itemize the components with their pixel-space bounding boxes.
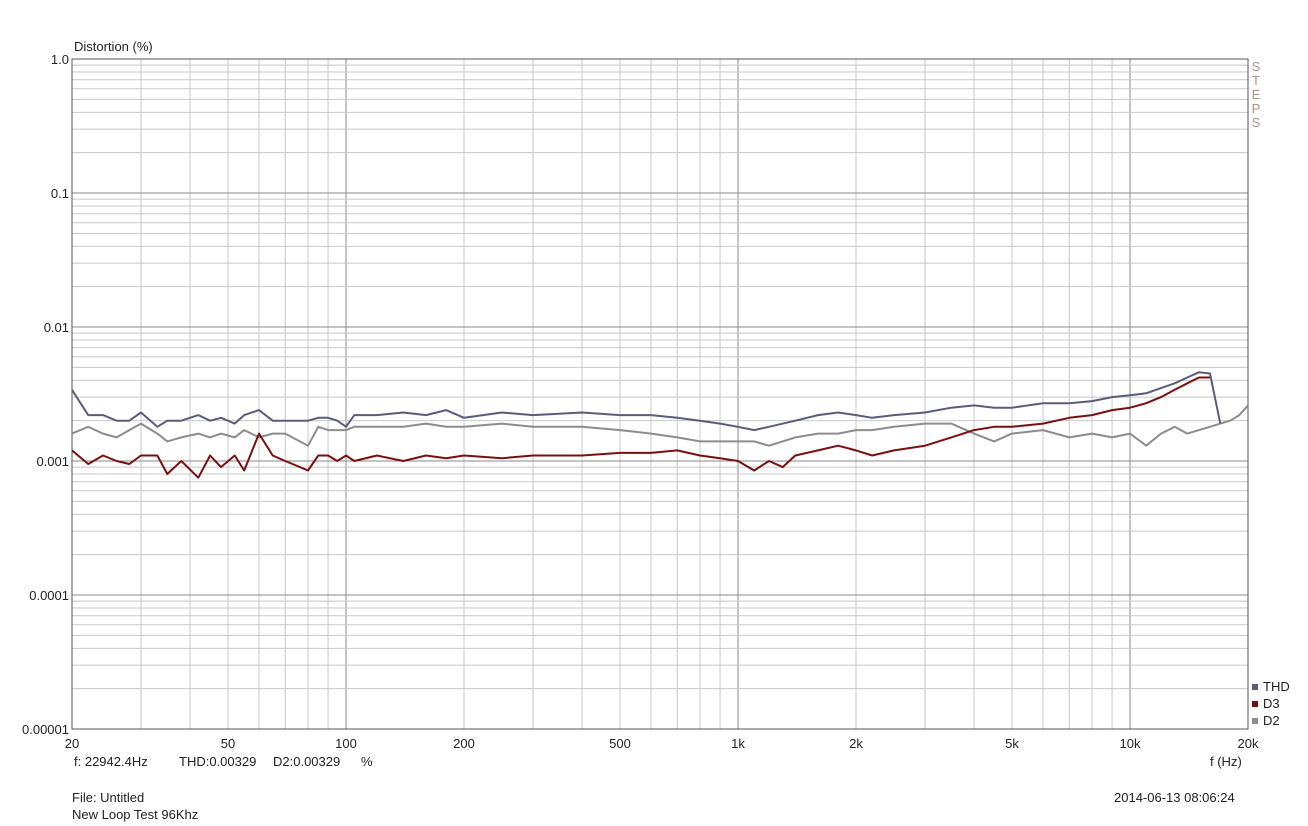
readout-unit: % [361, 754, 373, 769]
series-line-thd [71, 371, 1222, 432]
y-tick-label: 0.0001 [29, 588, 69, 603]
steps-letter: P [1251, 101, 1261, 116]
legend-thd: THD [1252, 679, 1290, 694]
d2-readout: D2:0.00329 [273, 754, 341, 769]
y-tick-label: 0.00001 [22, 722, 69, 737]
x-tick-label: 200 [453, 736, 475, 751]
legend-d3: D3 [1252, 696, 1280, 711]
x-tick-label: 1k [731, 736, 745, 751]
x-tick-label: 20 [65, 736, 79, 751]
steps-letter: E [1251, 87, 1261, 102]
steps-letter: S [1251, 115, 1261, 130]
timestamp-label: 2014-06-13 08:06:24 [1114, 790, 1235, 805]
x-tick-label: 50 [221, 736, 235, 751]
x-axis-title: f (Hz) [1210, 754, 1242, 769]
legend-d3-swatch [1252, 700, 1258, 707]
x-tick-label: 10k [1120, 736, 1141, 751]
legend-thd-swatch [1252, 683, 1258, 690]
x-tick-label: 20k [1238, 736, 1259, 751]
legend-thd-label: THD [1263, 679, 1290, 694]
steps-letter: T [1252, 73, 1260, 88]
y-axis-title: Distortion (%) [74, 39, 153, 54]
steps-letter: S [1251, 59, 1261, 74]
x-tick-label: 2k [849, 736, 863, 751]
series-line-d3 [71, 376, 1210, 479]
legend-d2: D2 [1252, 713, 1280, 728]
thd-readout: THD:0.00329 [179, 754, 257, 769]
y-tick-label: 0.01 [44, 320, 69, 335]
plot-frame [71, 58, 1249, 730]
series-line-d2 [71, 404, 1249, 447]
x-tick-label: 100 [335, 736, 357, 751]
frequency-readout: f: 22942.4Hz [74, 754, 148, 769]
x-tick-label: 500 [609, 736, 631, 751]
test-name-label: New Loop Test 96Khz [72, 807, 199, 822]
y-tick-label: 0.001 [36, 454, 69, 469]
x-tick-label: 5k [1005, 736, 1019, 751]
legend-d2-label: D2 [1263, 713, 1280, 728]
file-name-label: File: Untitled [72, 790, 145, 805]
y-tick-label: 0.1 [51, 186, 69, 201]
legend-d2-swatch [1252, 717, 1258, 724]
legend-d3-label: D3 [1263, 696, 1280, 711]
y-tick-label: 1.0 [51, 52, 69, 67]
